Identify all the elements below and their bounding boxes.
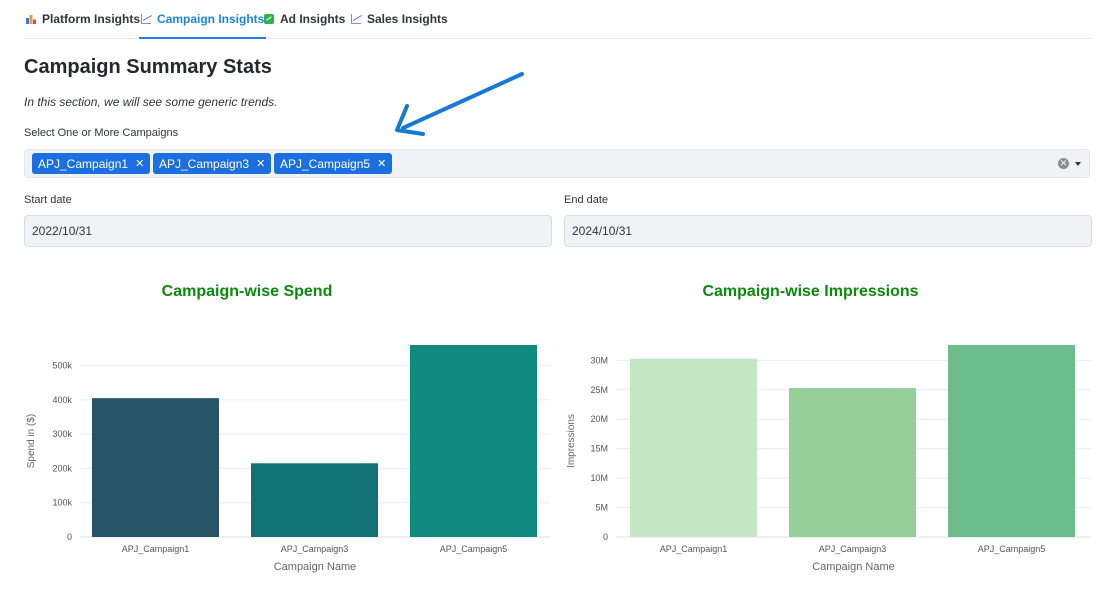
close-icon[interactable]: ✕ [256, 158, 266, 170]
tab-label: Ad Insights [280, 12, 346, 26]
end-date-label: End date [564, 194, 609, 206]
campaign-select-label: Select One or More Campaigns [24, 127, 179, 139]
x-tick-label: APJ_Campaign5 [440, 544, 508, 554]
y-tick-label: 500k [52, 361, 72, 371]
impressions-chart: 0 5M 10M 15M 20M 25M 30M APJ_Campaign1 APJ_Campa… [566, 345, 1091, 573]
annotation-arrow-icon [395, 72, 524, 136]
y-axis-label: Impressions [566, 414, 577, 468]
y-tick-label: 300k [52, 429, 72, 439]
tab-label: Sales Insights [367, 12, 448, 26]
tab-bar: Platform Insights Campaign Insights Ad I… [24, 0, 1092, 39]
y-tick-label: 5M [595, 503, 608, 513]
chevron-down-icon[interactable] [1075, 162, 1081, 166]
tab-campaign-insights[interactable]: Campaign Insights [139, 0, 267, 39]
clear-all-icon[interactable]: ✕ [1058, 158, 1069, 169]
bar [630, 358, 757, 537]
x-tick-label: APJ_Campaign1 [122, 544, 190, 554]
x-tick-label: APJ_Campaign1 [660, 544, 728, 554]
close-icon[interactable]: ✕ [377, 158, 387, 170]
y-tick-label: 15M [590, 444, 608, 454]
bar [251, 463, 378, 537]
y-tick-label: 200k [52, 463, 72, 473]
x-tick-label: APJ_Campaign3 [819, 544, 887, 554]
green-chart-icon [264, 14, 274, 24]
x-tick-label: APJ_Campaign3 [281, 544, 349, 554]
chip-label: APJ_Campaign3 [159, 156, 250, 171]
end-date-input[interactable]: 2024/10/31 [564, 215, 1092, 247]
bar [92, 398, 219, 537]
campaign-multiselect[interactable]: APJ_Campaign1 ✕ APJ_Campaign3 ✕ APJ_Camp… [24, 149, 1090, 178]
bar-chart-icon [26, 15, 36, 24]
bar [410, 345, 537, 537]
page-title: Campaign Summary Stats [24, 56, 272, 78]
tab-platform-insights[interactable]: Platform Insights [26, 0, 140, 38]
y-axis-label: Spend in ($) [26, 414, 37, 468]
tab-sales-insights[interactable]: Sales Insights [351, 0, 448, 38]
y-tick-label: 0 [67, 532, 72, 542]
y-tick-label: 100k [52, 498, 72, 508]
chip-label: APJ_Campaign1 [38, 156, 129, 171]
y-tick-label: 0 [603, 532, 608, 542]
spend-chart: 0 100k 200k 300k 400k 500k APJ_Campaign1 APJ_Ca… [26, 345, 550, 573]
tab-label: Campaign Insights [157, 11, 265, 26]
chip-label: APJ_Campaign5 [280, 156, 371, 171]
y-tick-label: 25M [590, 385, 608, 395]
campaign-chip[interactable]: APJ_Campaign5 ✕ [274, 153, 393, 174]
trend-chart-icon [351, 14, 361, 24]
y-tick-label: 10M [590, 473, 608, 483]
bar [948, 345, 1075, 537]
y-tick-label: 30M [590, 355, 608, 365]
start-date-label: Start date [24, 194, 72, 206]
start-date-input[interactable]: 2022/10/31 [24, 215, 552, 247]
page-subtitle: In this section, we will see some generi… [24, 95, 278, 109]
campaign-chip[interactable]: APJ_Campaign1 ✕ [32, 153, 151, 174]
y-tick-label: 20M [590, 414, 608, 424]
trend-chart-icon [141, 13, 151, 24]
chart-title: Campaign-wise Spend [161, 283, 333, 300]
y-tick-label: 400k [52, 395, 72, 405]
x-axis-label: Campaign Name [274, 561, 357, 573]
chart-title: Campaign-wise Impressions [702, 283, 919, 300]
bar [789, 387, 916, 537]
tab-ad-insights[interactable]: Ad Insights [264, 0, 345, 38]
close-icon[interactable]: ✕ [135, 158, 145, 170]
x-tick-label: APJ_Campaign5 [978, 544, 1046, 554]
campaign-chip[interactable]: APJ_Campaign3 ✕ [153, 153, 272, 174]
tab-label: Platform Insights [42, 12, 141, 26]
x-axis-label: Campaign Name [812, 561, 895, 573]
